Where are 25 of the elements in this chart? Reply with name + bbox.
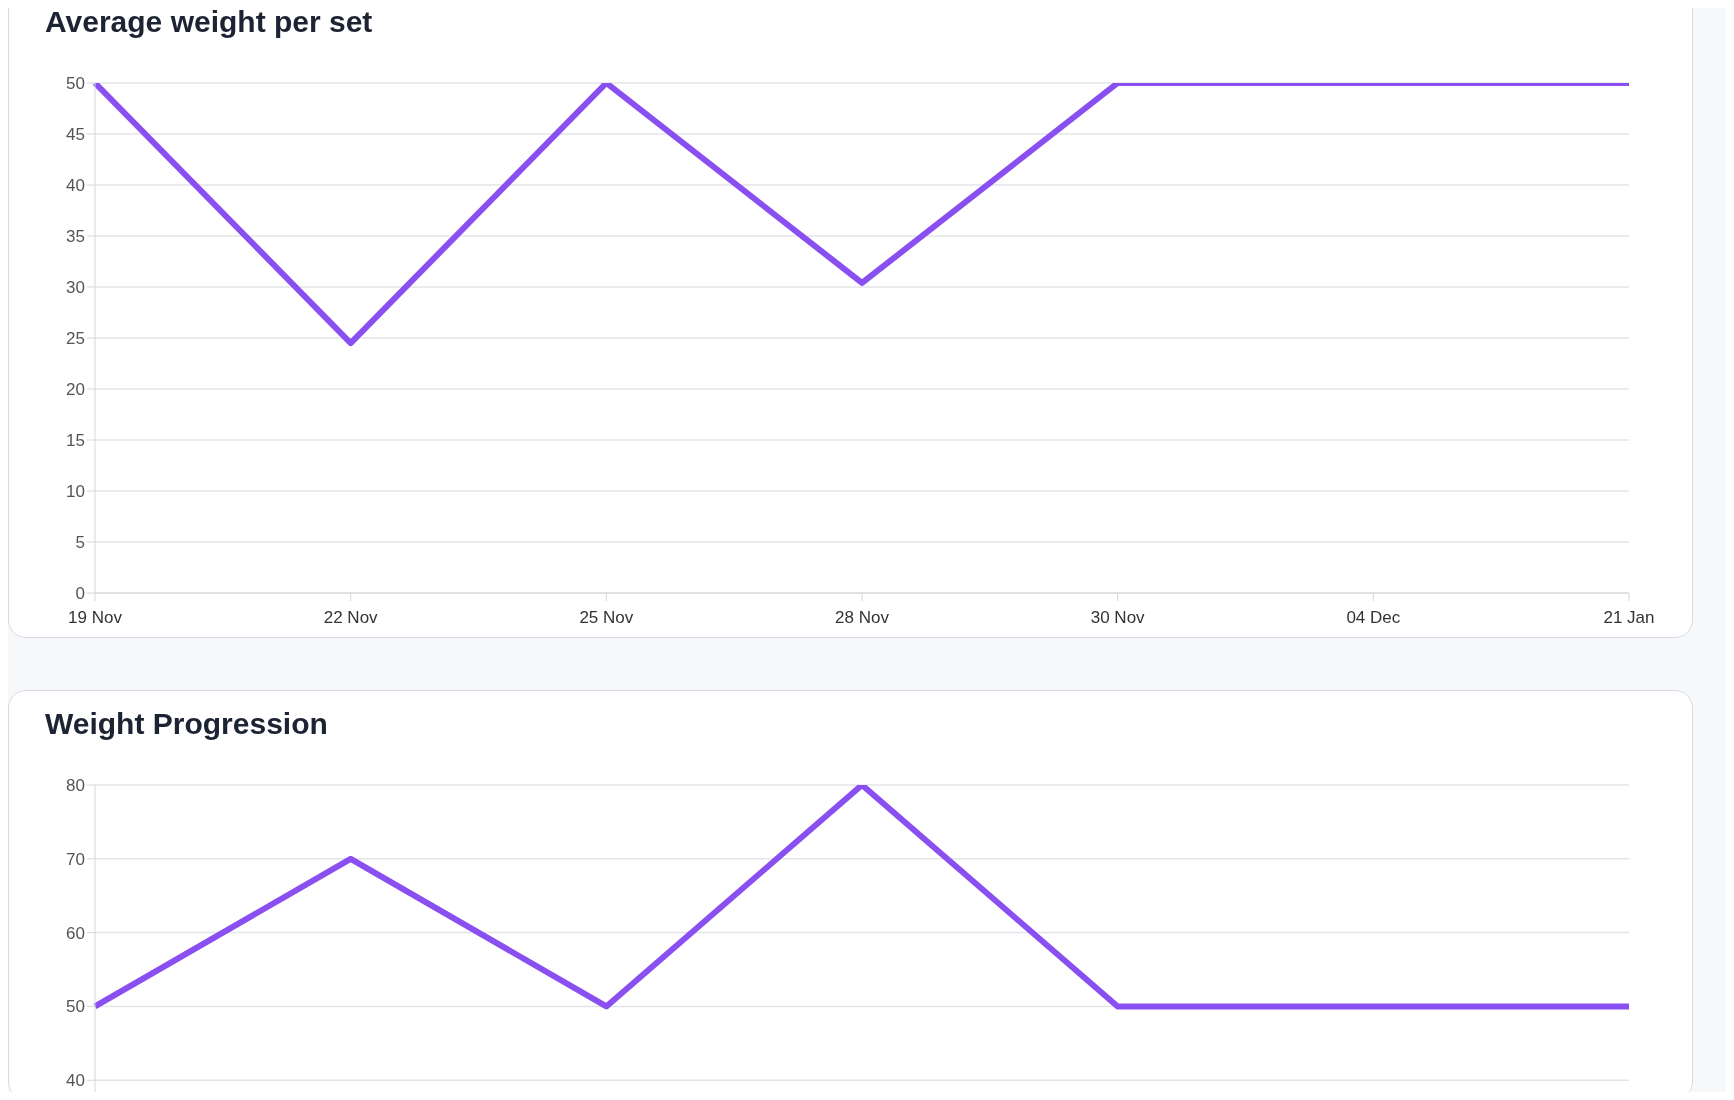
x-tick-label: 25 Nov bbox=[579, 608, 634, 628]
y-tick-label: 70 bbox=[66, 849, 85, 869]
y-tick-label: 45 bbox=[66, 125, 85, 145]
y-tick-label: 10 bbox=[66, 482, 85, 502]
y-tick-label: 40 bbox=[66, 176, 85, 196]
x-tick-label: 30 Nov bbox=[1090, 608, 1146, 628]
y-tick-label: 30 bbox=[66, 278, 85, 298]
x-tick-label: 04 Dec bbox=[1346, 608, 1401, 628]
y-tick-label: 20 bbox=[66, 380, 85, 400]
y-tick-label: 60 bbox=[66, 923, 85, 943]
x-tick-label: 19 Nov bbox=[68, 608, 123, 628]
y-tick-label: 40 bbox=[66, 1071, 85, 1091]
y-tick-label: 80 bbox=[66, 776, 85, 796]
y-tick-label: 0 bbox=[75, 584, 85, 604]
y-tick-label: 35 bbox=[66, 227, 85, 247]
y-tick-label: 5 bbox=[75, 533, 85, 553]
y-tick-label: 25 bbox=[66, 329, 85, 349]
x-tick-label: 21 Jan bbox=[1603, 608, 1655, 628]
y-tick-label: 15 bbox=[66, 431, 85, 451]
x-tick-label: 22 Nov bbox=[323, 608, 379, 628]
y-tick-label: 50 bbox=[66, 74, 85, 94]
chart-title: Weight Progression bbox=[45, 707, 328, 741]
y-tick-label: 50 bbox=[66, 997, 85, 1017]
chart-title: Average weight per set bbox=[45, 7, 373, 39]
x-tick-label: 28 Nov bbox=[835, 608, 890, 628]
